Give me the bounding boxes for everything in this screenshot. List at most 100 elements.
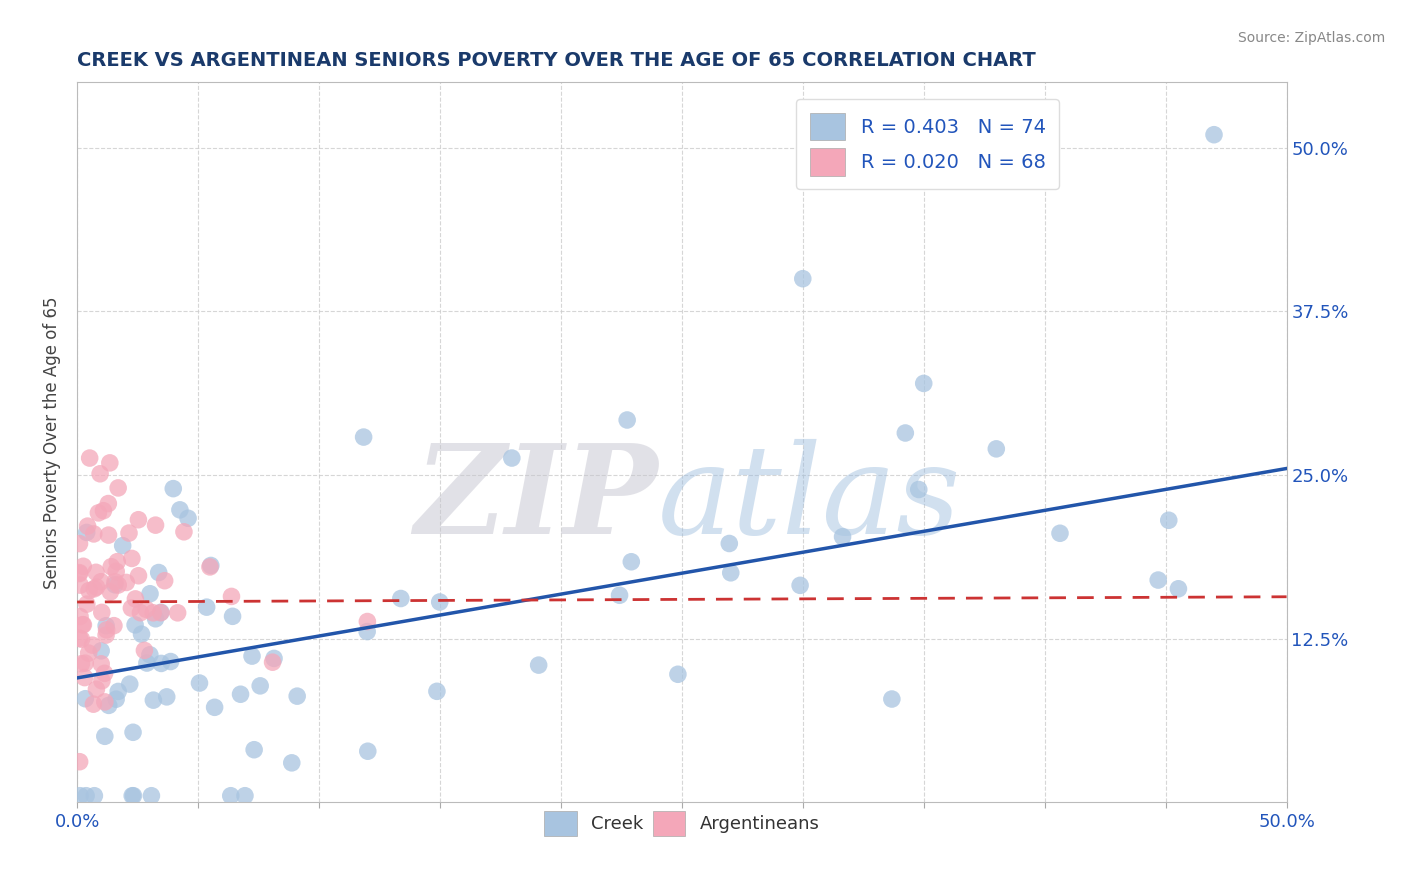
Point <box>149 605 172 619</box>
Point <box>90 644 112 658</box>
Point <box>103 618 125 632</box>
Point <box>162 482 184 496</box>
Point <box>148 566 170 580</box>
Point <box>128 568 150 582</box>
Point <box>285 689 308 703</box>
Point <box>72 559 94 574</box>
Point <box>173 524 195 539</box>
Point <box>83 789 105 803</box>
Point <box>104 574 127 589</box>
Point <box>69 578 91 592</box>
Point <box>70 657 93 671</box>
Point <box>1147 573 1170 587</box>
Point <box>501 450 523 465</box>
Point <box>98 456 121 470</box>
Point <box>263 651 285 665</box>
Point <box>986 442 1008 456</box>
Point <box>249 679 271 693</box>
Point <box>718 536 741 550</box>
Point <box>69 536 91 550</box>
Point <box>104 578 127 592</box>
Point <box>124 591 146 606</box>
Point <box>166 606 188 620</box>
Point <box>169 503 191 517</box>
Point <box>1167 582 1189 596</box>
Point <box>100 559 122 574</box>
Point <box>72 617 94 632</box>
Point <box>94 695 117 709</box>
Y-axis label: Seniors Poverty Over the Age of 65: Seniors Poverty Over the Age of 65 <box>44 296 60 589</box>
Point <box>75 656 97 670</box>
Point <box>84 566 107 580</box>
Point <box>89 467 111 481</box>
Point <box>789 578 811 592</box>
Point <box>76 519 98 533</box>
Point <box>94 628 117 642</box>
Point <box>93 666 115 681</box>
Point <box>233 789 256 803</box>
Point <box>69 631 91 645</box>
Text: Source: ZipAtlas.com: Source: ZipAtlas.com <box>1237 31 1385 45</box>
Point <box>111 539 134 553</box>
Point <box>609 588 631 602</box>
Point <box>107 684 129 698</box>
Point <box>139 648 162 662</box>
Point <box>142 693 165 707</box>
Point <box>120 601 142 615</box>
Point <box>100 585 122 599</box>
Point <box>94 729 117 743</box>
Point <box>96 623 118 637</box>
Text: ZIP: ZIP <box>413 439 658 561</box>
Point <box>150 657 173 671</box>
Point <box>105 555 128 569</box>
Point <box>356 615 378 629</box>
Point <box>69 609 91 624</box>
Point <box>90 657 112 671</box>
Point <box>105 565 128 579</box>
Point <box>124 618 146 632</box>
Point <box>792 271 814 285</box>
Point <box>426 684 449 698</box>
Point <box>145 612 167 626</box>
Point <box>134 643 156 657</box>
Point <box>894 425 917 440</box>
Point <box>90 574 112 589</box>
Point <box>195 600 218 615</box>
Point <box>75 691 97 706</box>
Point <box>122 725 145 739</box>
Point <box>83 527 105 541</box>
Point <box>229 687 252 701</box>
Point <box>115 575 138 590</box>
Point <box>1202 128 1225 142</box>
Point <box>720 566 742 580</box>
Point <box>93 504 115 518</box>
Point <box>121 551 143 566</box>
Point <box>666 667 689 681</box>
Point <box>82 638 104 652</box>
Point <box>97 497 120 511</box>
Text: CREEK VS ARGENTINEAN SENIORS POVERTY OVER THE AGE OF 65 CORRELATION CHART: CREEK VS ARGENTINEAN SENIORS POVERTY OVE… <box>77 51 1036 70</box>
Point <box>90 606 112 620</box>
Point <box>353 430 375 444</box>
Point <box>880 692 903 706</box>
Point <box>907 483 929 497</box>
Point <box>1157 513 1180 527</box>
Point <box>204 700 226 714</box>
Point <box>69 566 91 581</box>
Point <box>616 413 638 427</box>
Point <box>127 513 149 527</box>
Point <box>1049 526 1071 541</box>
Point <box>94 618 117 632</box>
Point <box>200 558 222 573</box>
Point <box>198 560 221 574</box>
Point <box>82 697 104 711</box>
Point <box>620 555 643 569</box>
Point <box>69 789 91 803</box>
Point <box>86 682 108 697</box>
Point <box>281 756 304 770</box>
Point <box>69 566 91 580</box>
Point <box>831 530 853 544</box>
Text: atlas: atlas <box>658 439 962 561</box>
Point <box>356 624 378 639</box>
Point <box>69 755 91 769</box>
